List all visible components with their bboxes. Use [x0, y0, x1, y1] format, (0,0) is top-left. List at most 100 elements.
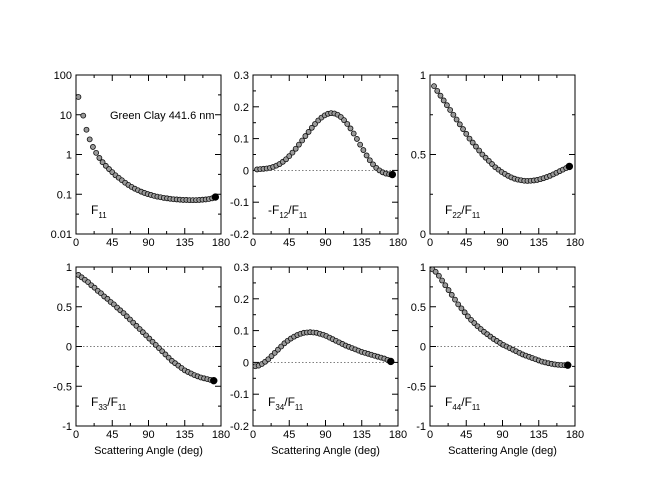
data-point [80, 112, 87, 119]
y-tick-label: 1 [420, 70, 426, 82]
data-point [75, 94, 82, 100]
x-tick-label: 45 [106, 237, 118, 249]
data-point [476, 147, 483, 154]
y-tick-label: -0.5 [53, 381, 72, 393]
y-tick-label: 0.2 [234, 102, 249, 114]
data-point [363, 152, 370, 159]
panel-label: F33/F11 [91, 395, 127, 412]
panel-6: 0 45 90 135 180 -1 -0.5 0 0.5 1 F44/F11 Scattering … [407, 262, 584, 457]
y-tick-label: 0.1 [57, 189, 72, 201]
panel-label: -F12/F11 [268, 203, 308, 220]
x-axis-label: Scattering Angle (deg) [94, 445, 203, 457]
data-point [93, 149, 100, 156]
x-tick-label: 0 [250, 237, 256, 249]
x-tick-label: 180 [566, 237, 584, 249]
x-tick-label: 45 [283, 237, 295, 249]
y-tick-label: 0.1 [234, 134, 249, 146]
x-tick-label: 180 [566, 429, 584, 441]
y-tick-label: -0.1 [230, 197, 249, 209]
x-tick-label: 180 [212, 237, 230, 249]
data-point [455, 301, 462, 308]
y-tick-label: 1 [66, 262, 72, 274]
y-tick-label: 0 [243, 357, 249, 369]
x-tick-label: 0 [427, 429, 433, 441]
x-tick-label: 45 [460, 429, 472, 441]
data-point [473, 143, 479, 150]
data-point [96, 155, 103, 161]
panel-5: 0 45 90 135 180 -0.2 -0.1 0 0.1 0.2 0.3 F34/F11 Scat… [230, 262, 407, 457]
x-tick-label: 90 [142, 237, 154, 249]
data-point [387, 357, 395, 366]
data-point [437, 92, 444, 99]
x-tick-label: 0 [250, 429, 256, 441]
data-point [456, 121, 463, 128]
y-tick-label: 0.3 [234, 262, 249, 274]
y-tick-label: -0.1 [230, 389, 249, 401]
data-point [302, 133, 309, 139]
y-tick-label: 0 [420, 342, 426, 354]
data-point [442, 282, 449, 289]
x-axis-label: Scattering Angle (deg) [448, 445, 557, 457]
panel-4: 0 45 90 135 180 -1 -0.5 0 0.5 1 F33/F11 Scattering … [53, 262, 230, 457]
data-point [354, 136, 360, 142]
panel-label: F34/F11 [268, 395, 304, 412]
panel-label: F44/F11 [445, 395, 481, 412]
sample-annotation: Green Clay 441.6 nm [110, 110, 215, 122]
data-point [448, 291, 455, 298]
x-tick-label: 90 [142, 429, 154, 441]
panel-label: F22/F11 [445, 203, 481, 220]
x-tick-label: 90 [319, 429, 331, 441]
data-point [292, 145, 299, 152]
x-tick-label: 180 [212, 429, 230, 441]
panel-label: F11 [91, 203, 107, 220]
y-tick-label: 10 [60, 110, 72, 122]
data-point [431, 83, 437, 90]
data-point [370, 161, 376, 168]
data-point [565, 162, 574, 171]
data-point [439, 277, 445, 284]
data-point [366, 157, 373, 164]
data-point [432, 268, 439, 275]
data-point [86, 136, 93, 143]
x-tick-label: 45 [460, 237, 472, 249]
data-point [286, 153, 293, 159]
x-tick-label: 90 [496, 429, 508, 441]
x-tick-label: 0 [73, 237, 79, 249]
data-point [341, 117, 347, 124]
data-point [360, 147, 367, 153]
x-tick-label: 45 [106, 429, 118, 441]
y-tick-label: -0.2 [230, 421, 249, 433]
y-tick-label: 0.01 [51, 229, 72, 241]
panel-2: 0 45 90 135 180 -0.2 -0.1 0 0.1 0.2 0.3 -F12/F11 [230, 70, 407, 249]
x-tick-label: 135 [353, 237, 371, 249]
data-point [447, 107, 454, 113]
y-tick-label: -0.2 [230, 229, 249, 241]
data-point [460, 126, 466, 132]
data-point [461, 309, 468, 316]
data-point [434, 88, 441, 94]
data-point [99, 159, 106, 166]
y-tick-label: 1 [66, 150, 72, 162]
y-tick-label: 0 [420, 229, 426, 241]
data-point [350, 130, 357, 137]
data-point [452, 296, 458, 303]
x-tick-label: 135 [530, 237, 548, 249]
data-point [344, 121, 351, 127]
y-tick-label: 0 [66, 342, 72, 354]
y-tick-label: 0.2 [234, 294, 249, 306]
panel-3: 0 45 90 135 180 0 0.5 1 F22/F11 [411, 70, 584, 249]
x-tick-label: 90 [496, 237, 508, 249]
data-point [90, 144, 96, 150]
x-tick-label: 90 [319, 237, 331, 249]
data-point [469, 139, 476, 146]
data-point [453, 116, 460, 123]
y-tick-label: 100 [54, 70, 72, 82]
data-point [388, 170, 397, 179]
data-point [440, 97, 447, 104]
x-tick-label: 135 [176, 237, 194, 249]
y-tick-label: 0.1 [234, 326, 249, 338]
data-point [83, 126, 90, 133]
x-tick-label: 135 [176, 429, 194, 441]
y-tick-label: 0.5 [57, 302, 72, 314]
